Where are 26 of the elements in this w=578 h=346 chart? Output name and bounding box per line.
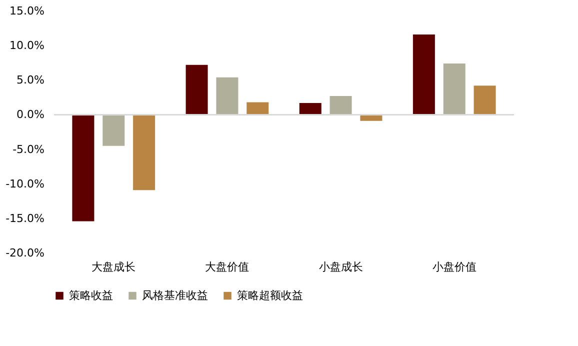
bar <box>72 114 94 222</box>
bar <box>412 34 435 115</box>
bar <box>246 102 269 115</box>
y-tick-label: -10.0% <box>6 177 44 190</box>
bar <box>330 96 352 115</box>
x-tick-label: 大盘价值 <box>205 260 250 274</box>
x-tick-label: 小盘价值 <box>432 260 476 274</box>
bar <box>216 77 238 115</box>
y-tick-label: -5.0% <box>12 142 44 156</box>
legend-label: 策略超额收益 <box>237 288 303 302</box>
y-tick-label: -20.0% <box>6 246 44 260</box>
y-tick-label: 0.0% <box>16 108 44 122</box>
legend-label: 风格基准收益 <box>142 288 208 302</box>
bar <box>299 102 322 115</box>
x-tick-label: 小盘成长 <box>318 260 363 274</box>
y-tick-label: 15.0% <box>10 4 44 18</box>
y-tick-label: 10.0% <box>10 39 44 52</box>
bar <box>443 64 466 115</box>
y-tick-label: -15.0% <box>6 212 44 225</box>
y-tick-label: 5.0% <box>16 74 44 87</box>
bar <box>474 86 496 115</box>
legend-label: 策略收益 <box>69 288 113 302</box>
bar <box>102 114 125 146</box>
bar <box>186 64 208 115</box>
bar <box>133 114 156 190</box>
x-tick-label: 大盘成长 <box>92 260 136 274</box>
